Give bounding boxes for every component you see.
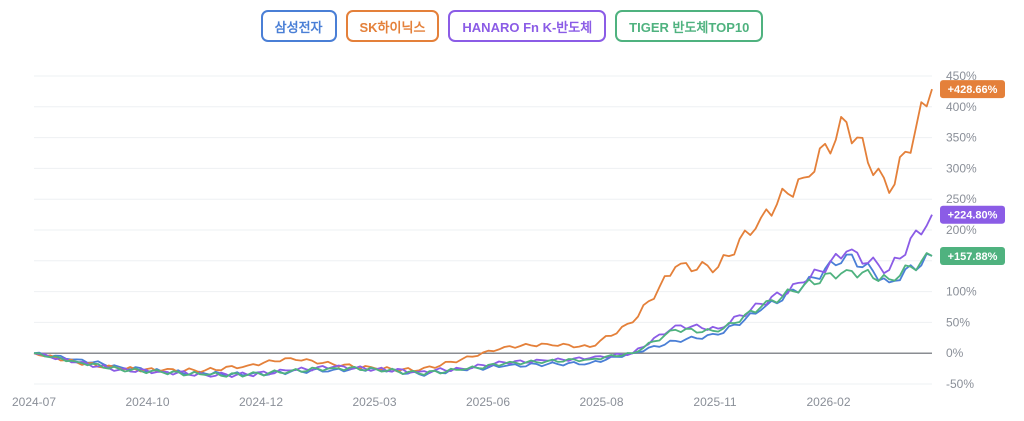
x-tick-label: 2024-10: [125, 395, 169, 409]
x-tick-label: 2025-11: [693, 395, 736, 409]
x-tick-label: 2024-12: [239, 395, 283, 409]
legend-label: HANARO Fn K-반도체: [462, 19, 593, 35]
y-tick-label: 50%: [946, 315, 970, 329]
end-value-badge: +428.66%: [940, 80, 1005, 99]
legend-label: TIGER 반도체TOP10: [629, 19, 750, 35]
end-value-badge: +157.88%: [940, 246, 1005, 265]
x-tick-label: 2025-06: [466, 395, 510, 409]
series-lines: [33, 88, 933, 378]
x-axis-tick-labels: 2024-07 2024-10 2024-12 2025-03 2025-06 2025-…: [12, 395, 851, 409]
y-tick-label: 450%: [946, 69, 977, 83]
grid-lines: [34, 75, 932, 385]
series-line-3: [33, 252, 933, 378]
y-tick-label: 250%: [946, 192, 977, 206]
series-line-0: [33, 252, 933, 378]
y-tick-label: 300%: [946, 161, 977, 175]
y-tick-label: -50%: [946, 377, 974, 391]
badge-label: +428.66%: [948, 84, 998, 96]
badge-background: [940, 205, 1005, 224]
badge-background: [940, 80, 1005, 99]
end-value-badge: +224.80%: [940, 205, 1005, 224]
y-tick-label: 400%: [946, 100, 977, 114]
x-tick-label: 2025-03: [352, 395, 396, 409]
legend-item-samsung-electronics[interactable]: 삼성전자: [260, 10, 337, 42]
y-tick-label: 200%: [946, 223, 977, 237]
end-value-badges: +428.66% +224.80% +157.88%: [940, 80, 1005, 265]
legend-label: 삼성전자: [274, 19, 323, 35]
badge-background: [940, 246, 1005, 265]
series-line-1: [33, 88, 933, 374]
y-tick-label: 100%: [946, 285, 977, 299]
x-tick-label: 2025-08: [579, 395, 623, 409]
legend-item-hanaro-fn-k-semiconductor[interactable]: HANARO Fn K-반도체: [448, 10, 607, 42]
legend-label: SK하이닉스: [359, 19, 426, 35]
legend-item-tiger-semiconductor-top10[interactable]: TIGER 반도체TOP10: [615, 10, 764, 42]
y-axis-tick-labels: 450%400%350%300%250%200%150%100%50%0%-50…: [946, 69, 977, 391]
x-tick-label: 2026-02: [806, 395, 850, 409]
legend: 삼성전자 SK하이닉스 HANARO Fn K-반도체 TIGER 반도체TOP…: [0, 10, 1024, 42]
y-tick-label: 350%: [946, 131, 977, 145]
y-tick-label: 0%: [946, 346, 964, 360]
x-tick-label: 2024-07: [12, 395, 56, 409]
badge-label: +157.88%: [948, 251, 998, 263]
legend-item-sk-hynix[interactable]: SK하이닉스: [345, 10, 440, 42]
badge-label: +224.80%: [948, 210, 998, 222]
